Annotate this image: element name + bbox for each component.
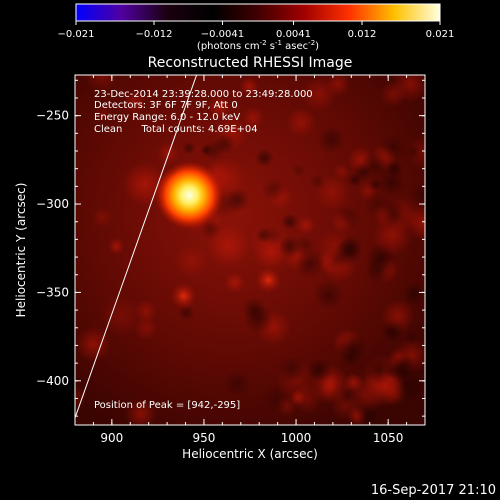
secondary-source <box>170 282 197 309</box>
colorbar-tick-label: 0.0041 <box>276 29 311 40</box>
texture-blob <box>133 315 159 341</box>
texture-dark-blob <box>394 371 425 403</box>
peak-position-text: Position of Peak = [942,-295] <box>94 400 240 411</box>
texture-dark-blob <box>354 400 381 425</box>
texture-dark-blob <box>262 225 283 246</box>
x-tick-label: 1000 <box>281 431 312 445</box>
texture-dark-blob <box>317 125 346 154</box>
colorbar-tick-label: −0.012 <box>135 29 172 40</box>
texture-blob <box>391 75 425 103</box>
colorbar-unit-label: (photons cm-2 s-1 asec-2) <box>197 39 319 52</box>
texture-dark-blob <box>313 279 344 311</box>
texture-dark-blob <box>202 139 225 162</box>
y-axis: −250 −300 −350 −400 <box>36 79 425 417</box>
texture-blob <box>296 216 315 235</box>
texture-dark-blob <box>261 177 286 202</box>
time-range-text: 23-Dec-2014 23:39:28.000 to 23:49:28.000 <box>94 89 313 100</box>
texture-dark-blob <box>376 167 406 197</box>
texture-blob <box>405 205 425 241</box>
texture-dark-blob <box>404 330 420 346</box>
colorbar-ticks: −0.021 −0.012 −0.0041 0.0041 0.012 0.021 <box>57 21 454 40</box>
texture-blob <box>157 142 180 164</box>
texture-blob <box>134 299 158 323</box>
texture-dark-blob <box>401 281 425 306</box>
texture-blob <box>242 106 264 129</box>
x-axis-label: Heliocentric X (arcsec) <box>182 447 318 461</box>
texture-blob <box>100 295 142 337</box>
texture-blob <box>285 107 316 138</box>
texture-dark-blob <box>410 182 425 208</box>
texture-blob <box>84 75 119 93</box>
texture-dark-blob <box>181 140 196 155</box>
y-tick-label: −300 <box>36 197 69 211</box>
texture-dark-blob <box>261 384 290 413</box>
texture-blob <box>325 75 350 97</box>
texture-dark-blob <box>365 256 393 285</box>
texture-blob <box>208 95 231 119</box>
texture-dark-blob <box>307 358 332 383</box>
footer-timestamp: 16-Sep-2017 21:10 <box>371 483 496 498</box>
colorbar-tick-label: 0.012 <box>348 29 377 40</box>
texture-dark-blob <box>291 163 306 178</box>
colorbar-tick-label: −0.021 <box>57 29 94 40</box>
texture-dark-blob <box>334 204 361 231</box>
texture-dark-blob <box>363 189 394 220</box>
peak-source <box>155 161 224 230</box>
texture-blob <box>239 76 259 97</box>
x-tick-label: 1050 <box>373 431 404 445</box>
texture-blob <box>124 398 157 425</box>
image-sources <box>155 161 282 309</box>
colorbar-tick-label: 0.021 <box>426 29 455 40</box>
solar-limb-line <box>75 75 198 419</box>
texture-blob <box>122 90 147 115</box>
clean-counts-text: Clean Total counts: 4.69E+04 <box>94 124 258 135</box>
texture-dark-blob <box>281 213 299 231</box>
texture-dark-blob <box>223 369 252 398</box>
texture-blob <box>174 244 208 278</box>
texture-dark-blob <box>381 320 404 343</box>
chart-title: Reconstructed RHESSI Image <box>148 55 353 71</box>
texture-dark-blob <box>278 356 306 383</box>
detectors-text: Detectors: 3F 6F 7F 9F, Att 0 <box>94 100 238 111</box>
texture-dark-blob <box>243 304 274 334</box>
texture-dark-blob <box>341 349 360 368</box>
texture-dark-blob <box>325 248 349 272</box>
secondary-source <box>255 267 282 294</box>
texture-dark-blob <box>347 172 363 188</box>
y-tick-label: −350 <box>36 285 69 299</box>
texture-blob <box>93 103 113 123</box>
x-tick-label: 900 <box>100 431 123 445</box>
texture-dark-blob <box>378 134 407 162</box>
texture-dark-blob <box>309 173 326 190</box>
annotations: 23-Dec-2014 23:39:28.000 to 23:49:28.000… <box>94 89 313 411</box>
texture-dark-blob <box>366 357 394 385</box>
y-tick-label: −400 <box>36 374 69 388</box>
texture-dark-blob <box>383 362 400 379</box>
colorbar: −0.021 −0.012 −0.0041 0.0041 0.012 0.021 (pho… <box>57 3 454 52</box>
colorbar-tick-label: −0.0041 <box>201 29 244 40</box>
y-tick-label: −250 <box>36 109 69 123</box>
texture-dark-blob <box>293 235 316 258</box>
texture-dark-blob <box>406 144 421 159</box>
texture-dark-blob <box>225 187 250 212</box>
texture-blob <box>225 272 245 293</box>
colorbar-gradient <box>75 3 441 22</box>
plot-area <box>75 75 425 425</box>
y-axis-label: Heliocentric Y (arcsec) <box>14 183 28 318</box>
texture-dark-blob <box>255 148 274 168</box>
texture-blob <box>75 326 112 363</box>
texture-blob <box>92 207 113 228</box>
energy-range-text: Energy Range: 6.0 - 12.0 keV <box>94 112 240 123</box>
x-tick-label: 950 <box>192 431 215 445</box>
plot-frame <box>74 74 426 426</box>
texture-blob <box>108 238 125 255</box>
x-axis: 900 950 1000 1050 <box>74 75 426 445</box>
